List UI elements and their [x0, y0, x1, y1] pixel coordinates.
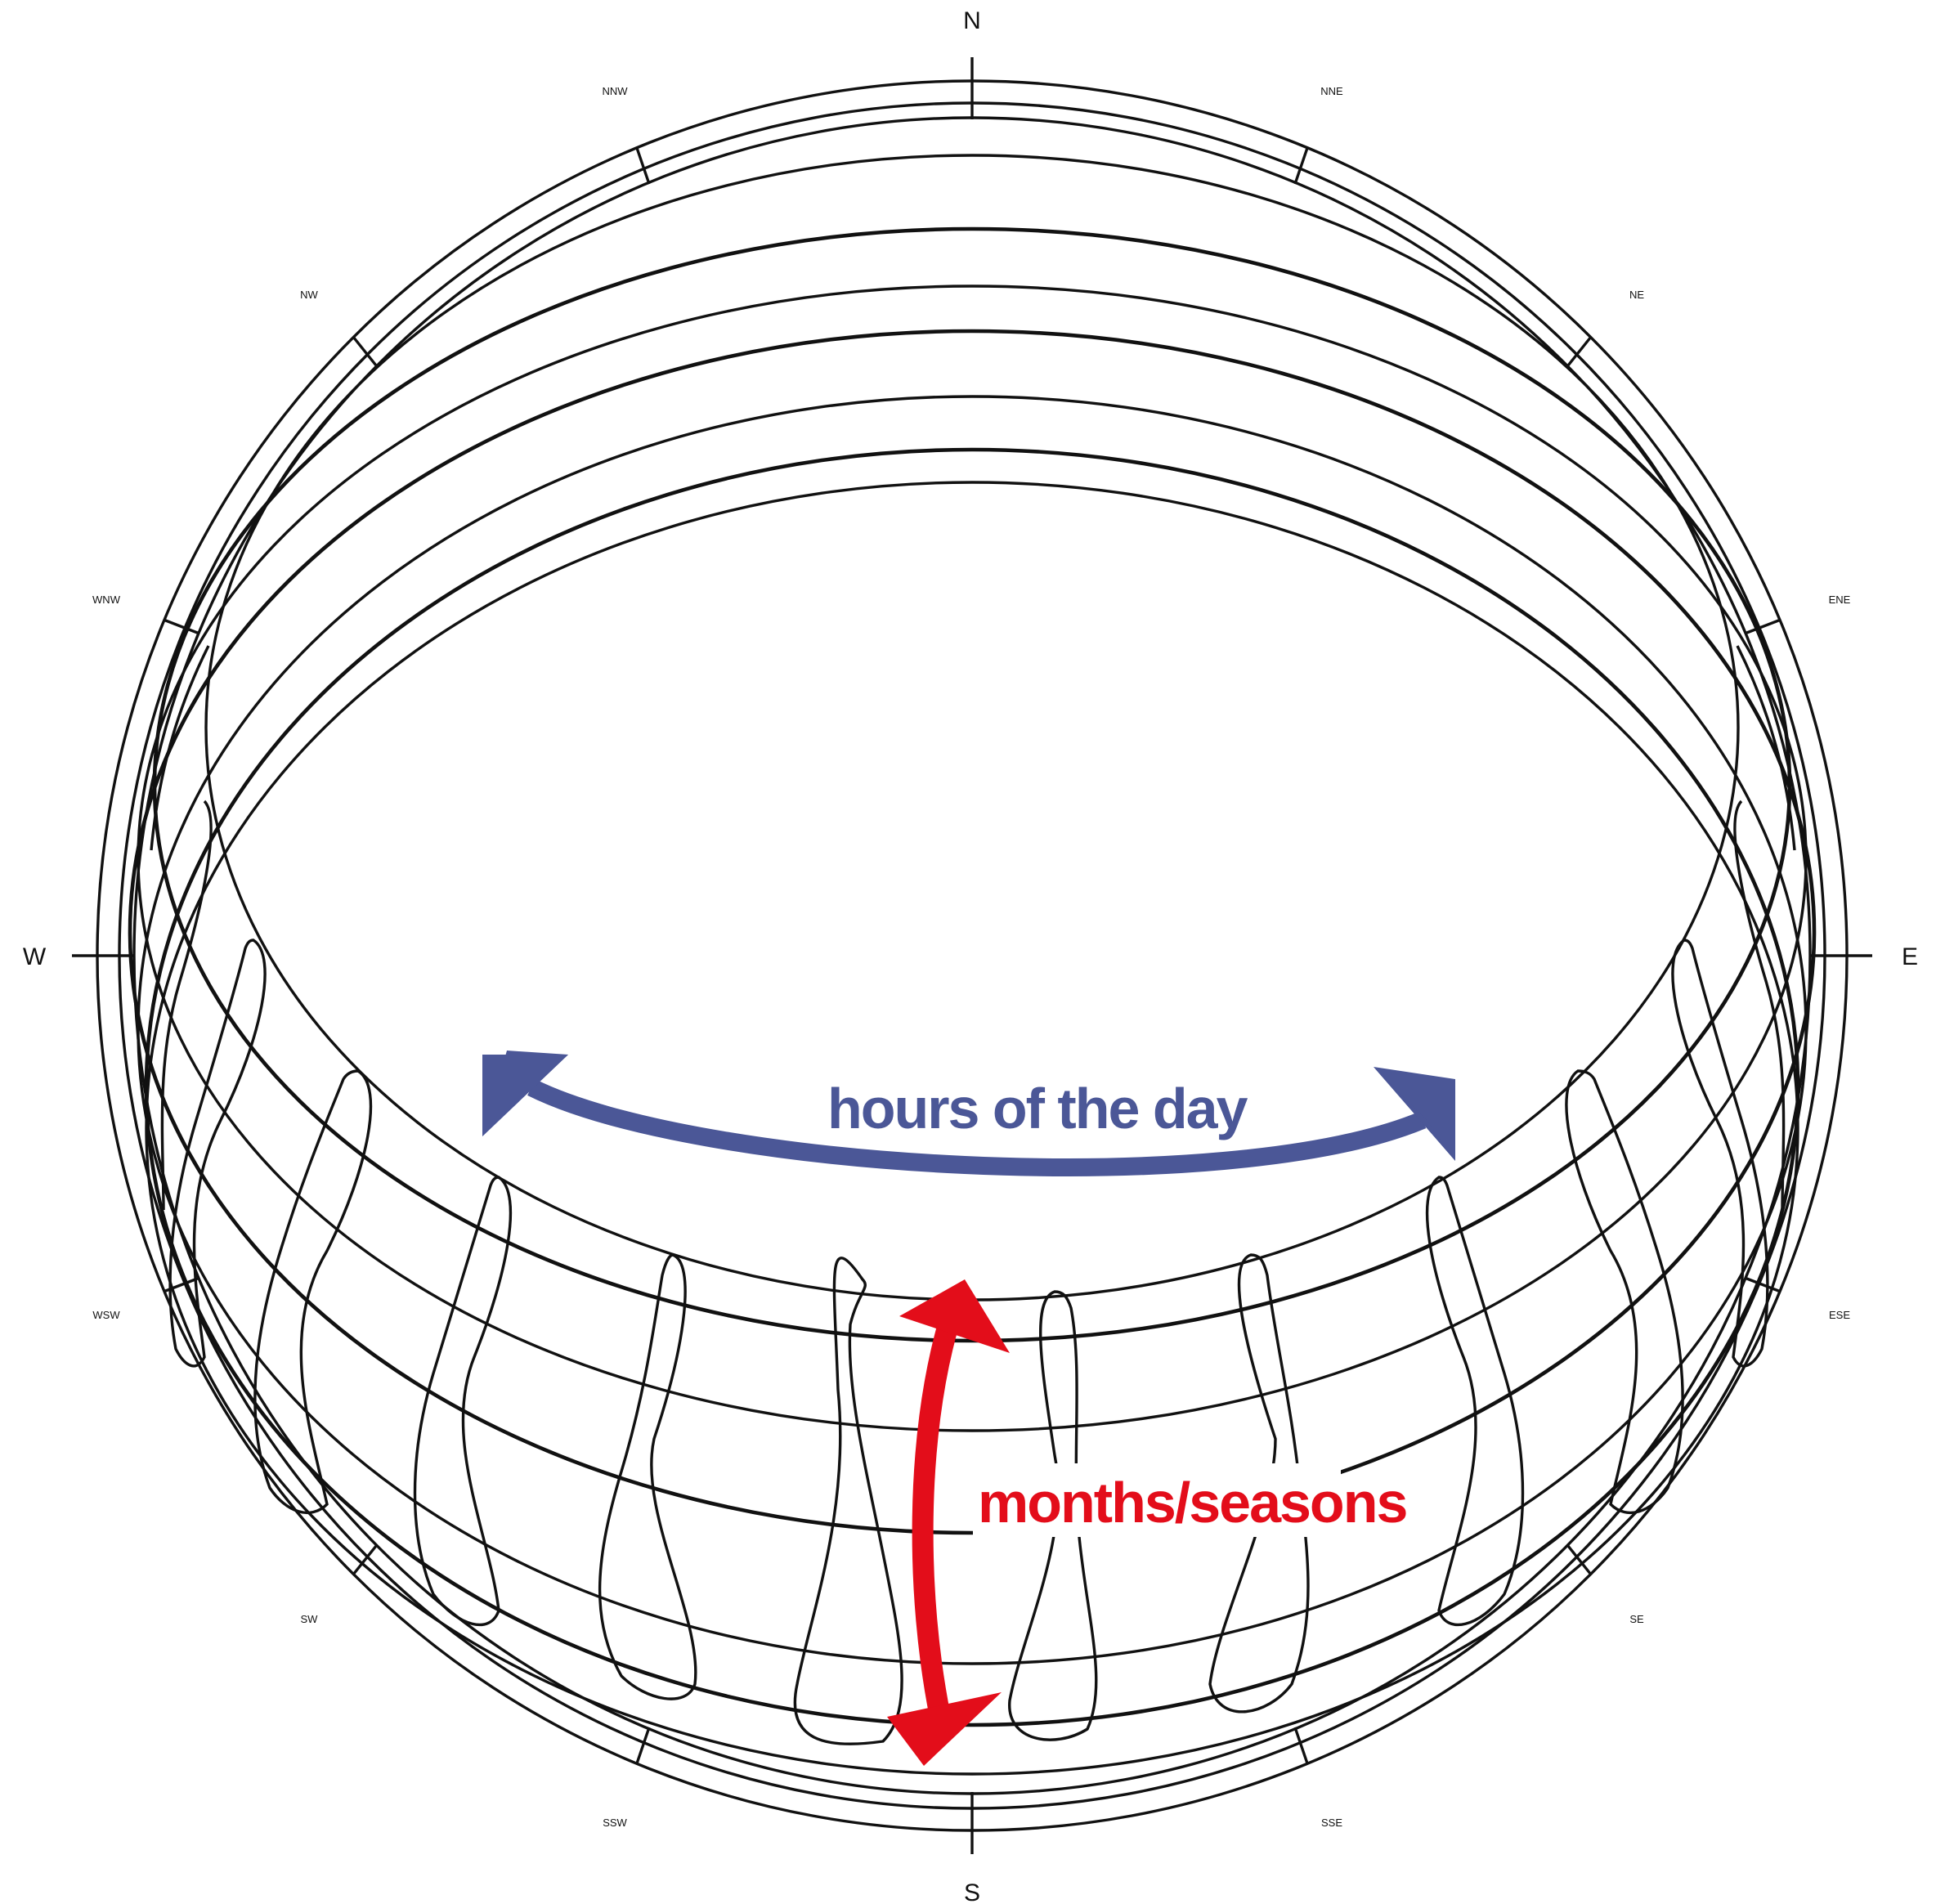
path-mid1: [137, 284, 1808, 1432]
compass-label-wnw: WNW: [92, 594, 121, 606]
hours-label: hours of the day: [827, 1077, 1248, 1140]
compass-label-sse: SSE: [1321, 1817, 1342, 1829]
hours-arrow-shaft: [527, 1079, 1427, 1176]
path-late: [144, 447, 1800, 1727]
compass-label-s: S: [964, 1879, 980, 1904]
compass-label-w: W: [23, 943, 47, 970]
compass-label-ene: ENE: [1829, 594, 1851, 606]
compass-label-sw: SW: [301, 1613, 319, 1625]
compass-label-nne: NNE: [1320, 85, 1343, 97]
compass-label-nnw: NNW: [602, 85, 628, 97]
months-label-backdrop: [973, 1463, 1341, 1537]
months-arrow-top-head: [899, 1279, 1010, 1353]
compass-label-ne: NE: [1629, 289, 1644, 301]
path-summer: [145, 481, 1799, 1776]
daily-sun-paths: [128, 154, 1817, 1776]
months-arrow-bottom-head: [887, 1692, 1002, 1766]
compass-label-ese: ESE: [1829, 1309, 1850, 1321]
compass-label-ssw: SSW: [603, 1817, 627, 1829]
months-label: months/seasons: [978, 1471, 1406, 1534]
compass-label-e: E: [1902, 943, 1918, 970]
months-arrow-shaft: [912, 1321, 959, 1719]
path-mid2: [128, 329, 1817, 1535]
compass-label-se: SE: [1629, 1613, 1644, 1625]
compass-label-nw: NW: [300, 289, 318, 301]
cardinal-ticks: [72, 57, 1872, 1854]
hours-arrow: [482, 1051, 1455, 1176]
compass-label-wsw: WSW: [92, 1309, 120, 1321]
months-arrow: [887, 1279, 1010, 1766]
analemmas: [150, 645, 1796, 1745]
compass-label-n: N: [963, 7, 981, 34]
inner-ring: [132, 116, 1812, 1795]
middle-ring: [118, 101, 1826, 1810]
minor-ticks: [163, 147, 1781, 1764]
path-equinox: [137, 395, 1808, 1665]
